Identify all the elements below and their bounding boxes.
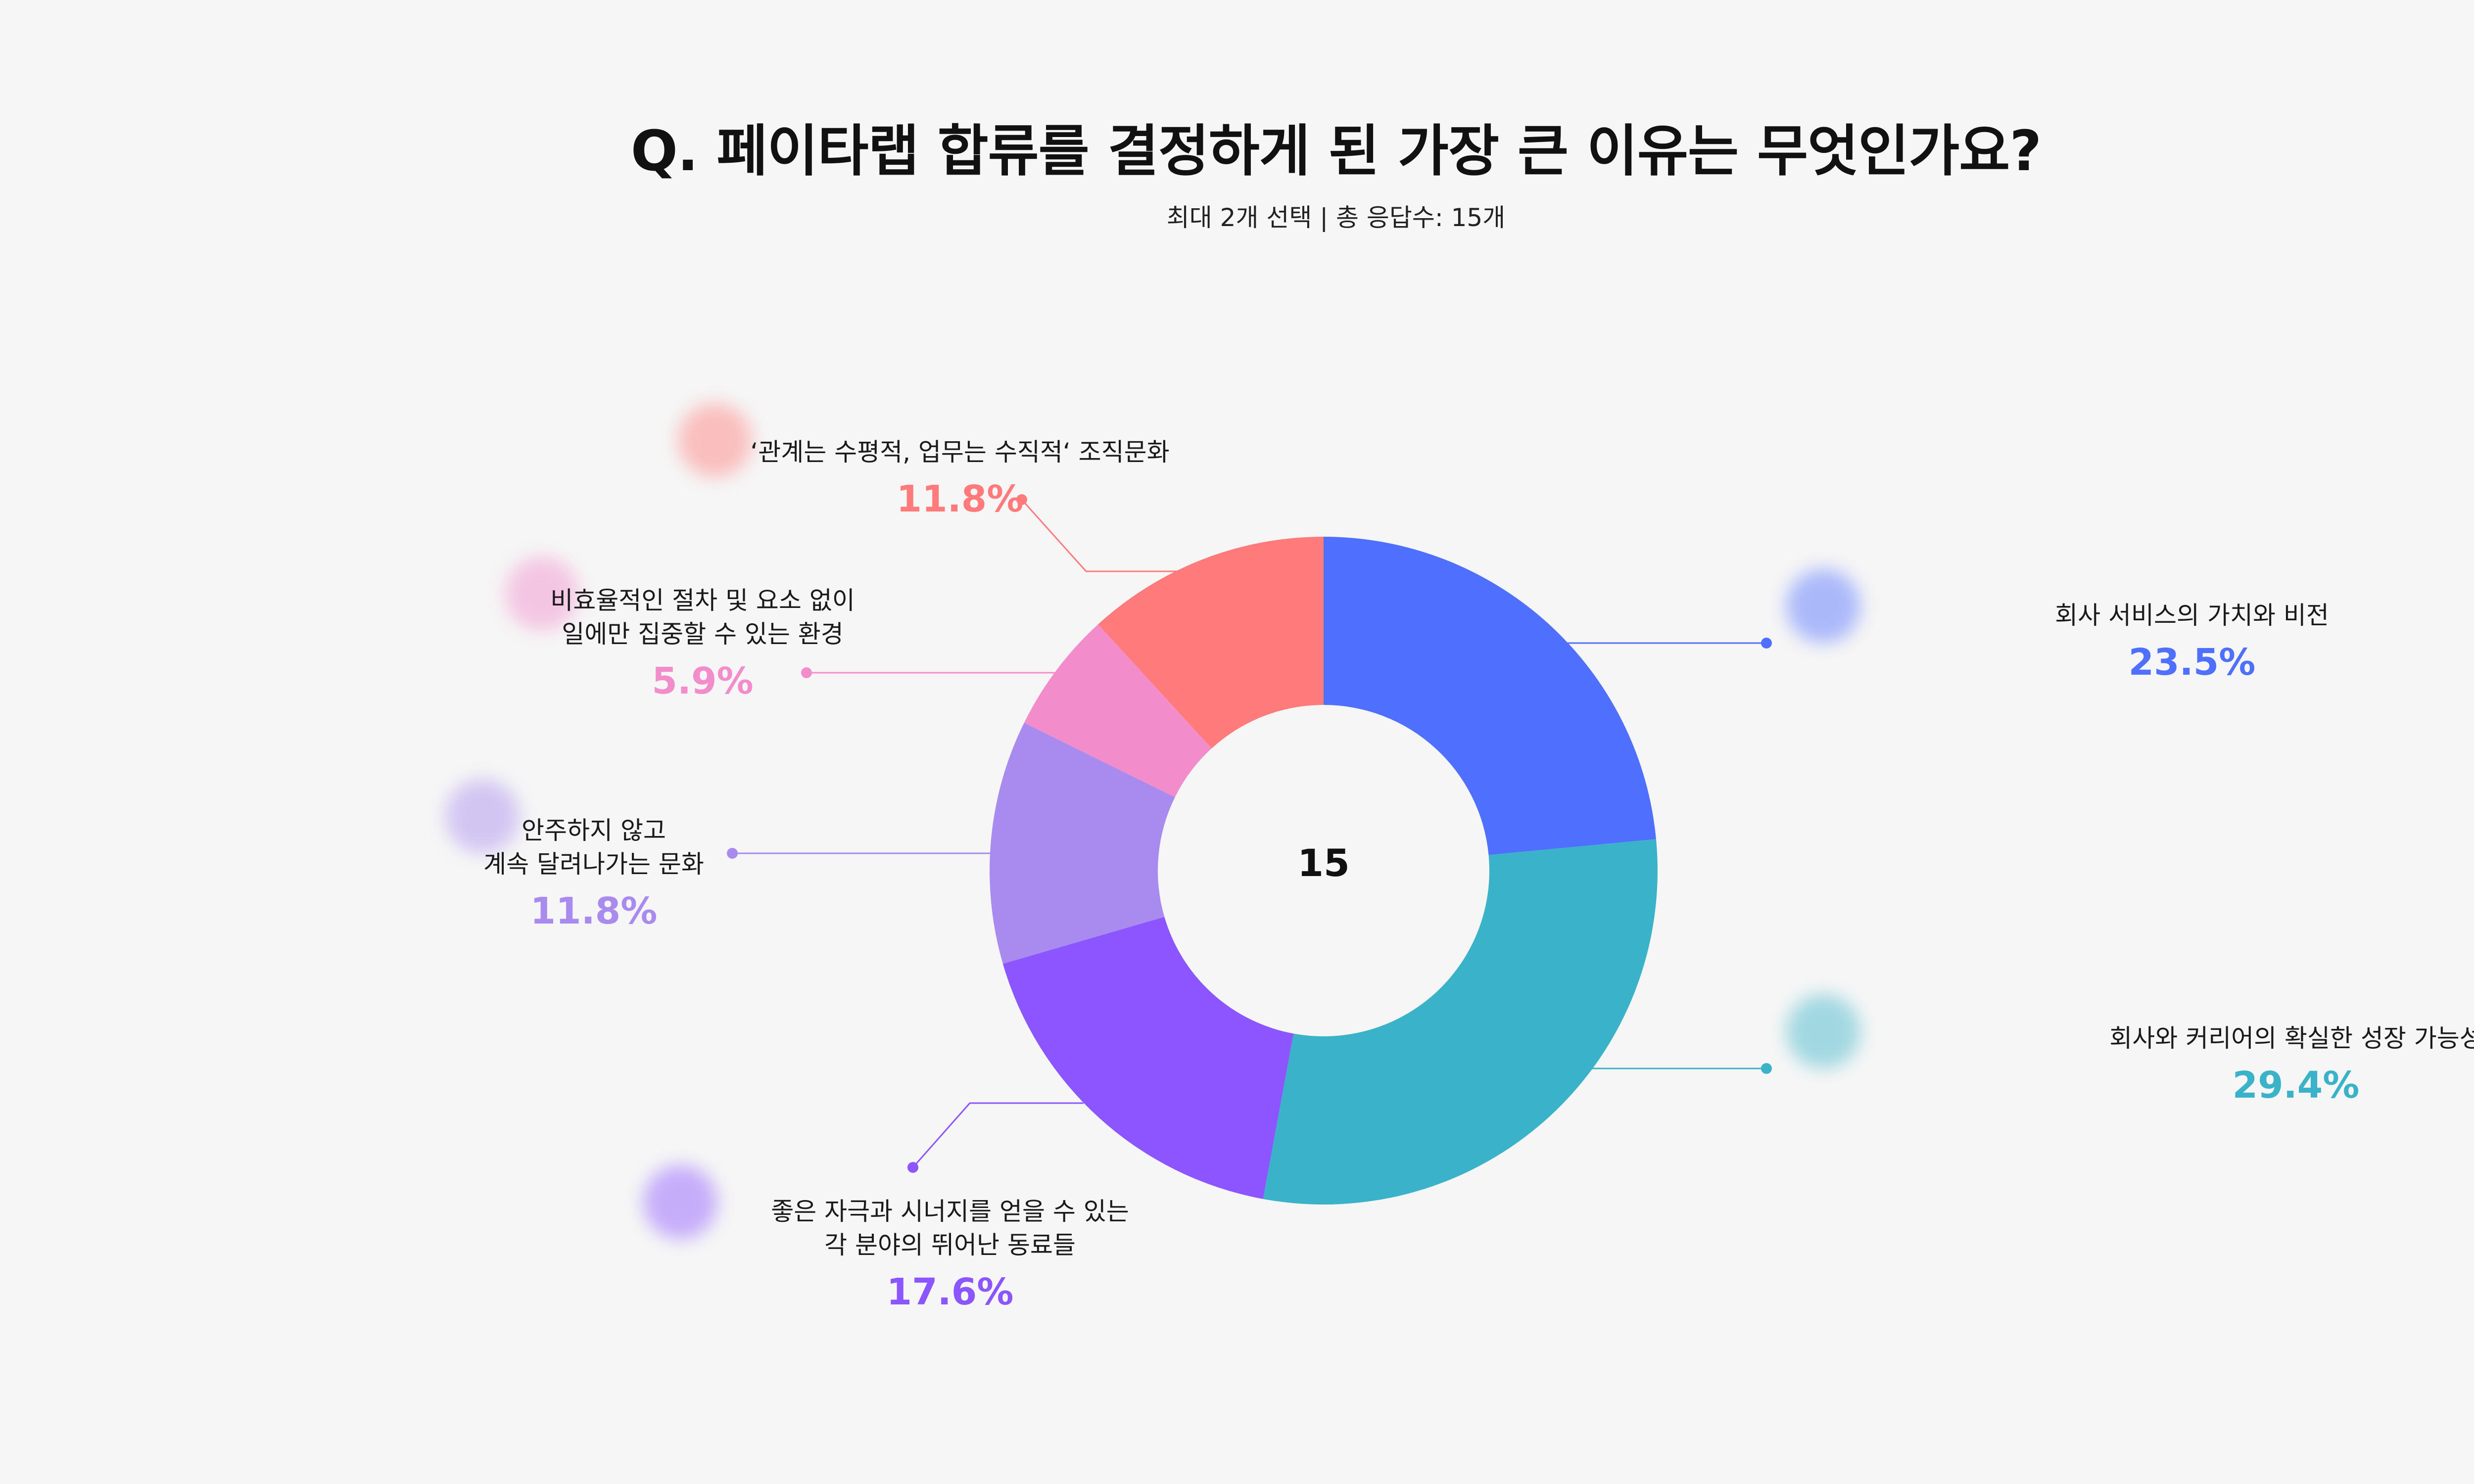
- slice-percent-label: 17.6%: [886, 1271, 1014, 1313]
- glow-decoration: [505, 556, 579, 631]
- glow-decoration: [643, 1165, 717, 1239]
- slice-percent-label: 29.4%: [2232, 1064, 2360, 1107]
- slice-label: 비효율적인 절차 및 요소 없이: [550, 586, 855, 615]
- glow-decoration: [445, 779, 520, 853]
- slice-percent-label: 11.8%: [896, 478, 1024, 520]
- slice-label: ‘관계는 수평적, 업무는 수직적‘ 조직문화: [750, 438, 1170, 466]
- center-count-label: 15: [1297, 841, 1350, 885]
- slice-percent-label: 5.9%: [652, 660, 754, 702]
- slice-callout: 회사와 커리어의 확실한 성장 가능성 29.4%: [2024, 1021, 2474, 1107]
- donut-slice: [1324, 537, 1657, 855]
- leader-dot: [1761, 1063, 1772, 1074]
- donut-slice: [1024, 624, 1212, 797]
- slice-label: 일에만 집중할 수 있는 환경: [562, 620, 844, 649]
- leader-dot: [907, 1162, 918, 1173]
- slice-callout: ‘관계는 수평적, 업무는 수직적‘ 조직문화 11.8%: [713, 435, 1207, 520]
- slice-label: 각 분야의 뛰어난 동료들: [824, 1231, 1076, 1259]
- leader-dot: [727, 848, 738, 859]
- glow-decoration: [678, 403, 752, 477]
- slice-label: 회사와 커리어의 확실한 성장 가능성: [2109, 1024, 2474, 1053]
- slice-label: 좋은 자극과 시너지를 얻을 수 있는: [771, 1197, 1129, 1226]
- slice-percent-label: 23.5%: [2128, 641, 2256, 684]
- chart-title: Q. 페이타랩 합류를 결정하게 된 가장 큰 이유는 무엇인가요?: [630, 119, 2042, 184]
- slice-callout: 회사 서비스의 가치와 비전 23.5%: [1969, 599, 2415, 684]
- glow-decoration: [1786, 994, 1860, 1068]
- donut-slice: [990, 723, 1175, 964]
- slice-label: 계속 달려나가는 문화: [483, 850, 704, 879]
- leader-dot: [801, 667, 812, 678]
- slice-label: 안주하지 않고: [522, 816, 666, 845]
- chart-subtitle: 최대 2개 선택 | 총 응답수: 15개: [1166, 203, 1506, 232]
- donut-slice: [1098, 537, 1324, 748]
- donut-slice: [1002, 917, 1294, 1199]
- slice-label: 회사 서비스의 가치와 비전: [2055, 601, 2329, 630]
- glow-decoration: [1786, 569, 1860, 643]
- leader-line: [912, 1102, 1084, 1168]
- donut-slice: [1263, 839, 1658, 1205]
- slice-percent-label: 11.8%: [530, 890, 658, 932]
- leader-dot: [1761, 638, 1772, 649]
- leader-line: [1021, 499, 1183, 572]
- leader-dot: [1016, 494, 1027, 505]
